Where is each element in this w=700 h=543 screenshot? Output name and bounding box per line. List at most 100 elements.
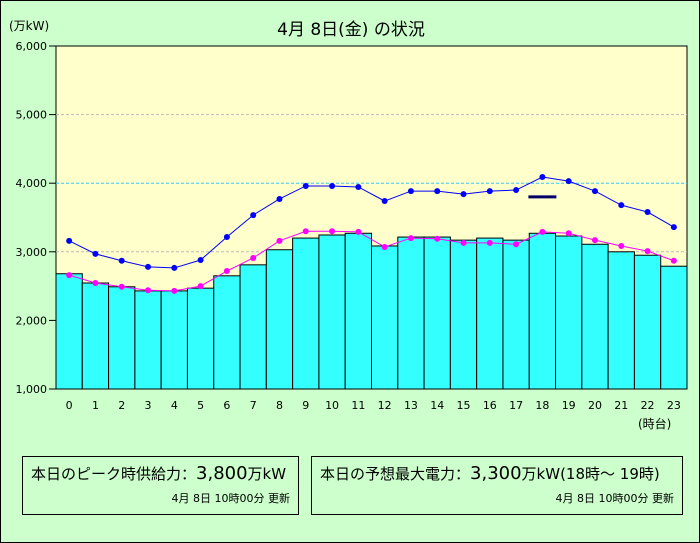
y-axis-unit: (万kW) — [9, 19, 50, 33]
y-tick-label: 3,000 — [16, 246, 48, 259]
x-tick-label: 15 — [457, 399, 471, 412]
bar — [344, 232, 373, 390]
data-point — [670, 224, 677, 231]
x-tick-label: 4 — [171, 399, 178, 412]
data-point — [145, 263, 152, 270]
forecast-demand-label: 本日の予想最大電力： — [320, 465, 471, 483]
x-tick-label: 5 — [197, 399, 204, 412]
data-point — [434, 235, 441, 242]
x-tick-label: 17 — [509, 399, 523, 412]
x-tick-label: 6 — [223, 399, 230, 412]
data-point — [302, 228, 309, 235]
x-tick-label: 2 — [118, 399, 125, 412]
data-point — [513, 241, 520, 248]
y-tick-label: 1,000 — [16, 383, 48, 396]
bar — [423, 236, 451, 390]
bar — [55, 273, 83, 390]
bar — [160, 290, 188, 390]
data-point — [355, 183, 362, 190]
x-tick-label: 21 — [614, 399, 628, 412]
x-tick-label: 3 — [145, 399, 152, 412]
data-point — [276, 237, 283, 244]
data-point — [276, 195, 283, 202]
x-tick-label: 22 — [641, 399, 655, 412]
y-tick-label: 4,000 — [16, 177, 48, 190]
data-point — [644, 248, 651, 255]
data-point — [250, 254, 257, 261]
bar — [528, 232, 557, 390]
data-point — [591, 237, 598, 244]
bar — [476, 237, 504, 390]
bar — [371, 245, 399, 390]
x-tick-label: 8 — [276, 399, 283, 412]
data-point — [329, 228, 336, 235]
x-tick-label: 23 — [667, 399, 681, 412]
forecast-demand-box: 本日の予想最大電力：3,300万kW(18時～ 19時) 4月 8日 10時00… — [311, 456, 683, 515]
bar — [660, 265, 688, 390]
x-axis-unit: (時台) — [638, 417, 672, 431]
x-tick-label: 11 — [351, 399, 365, 412]
bar — [502, 239, 530, 390]
data-point — [66, 237, 73, 244]
peak-supply-updated: 4月 8日 10時00分 更新 — [171, 492, 290, 505]
data-point — [486, 188, 493, 195]
bar — [449, 239, 478, 390]
x-tick-label: 12 — [378, 399, 392, 412]
data-point — [118, 257, 125, 264]
y-tick-label: 2,000 — [16, 314, 48, 327]
series-line — [69, 230, 675, 292]
data-point — [223, 268, 230, 275]
forecast-demand-unit: 万kW(18時～ 19時) — [521, 465, 660, 483]
x-tick-label: 10 — [325, 399, 339, 412]
data-point — [329, 182, 336, 189]
data-point — [460, 239, 467, 246]
chart-title: 4月 8日(金) の状況 — [277, 20, 425, 40]
bar — [318, 234, 346, 390]
data-point — [407, 188, 414, 195]
data-point — [565, 178, 572, 185]
data-point — [381, 198, 388, 205]
data-point — [145, 287, 152, 294]
data-point — [513, 187, 520, 194]
x-tick-label: 7 — [250, 399, 257, 412]
data-point — [618, 202, 625, 209]
x-tick-label: 16 — [483, 399, 497, 412]
y-tick-label: 6,000 — [16, 40, 48, 53]
bar — [81, 282, 110, 390]
peak-supply-box: 本日のピーク時供給力：3,800万kW 4月 8日 10時00分 更新 — [22, 456, 299, 515]
data-point — [118, 283, 125, 290]
data-point — [407, 235, 414, 242]
peak-supply-unit: 万kW — [247, 465, 287, 483]
data-point — [460, 191, 467, 198]
bar — [555, 235, 583, 390]
x-tick-label: 13 — [404, 399, 418, 412]
bar — [134, 290, 162, 390]
data-point — [197, 257, 204, 264]
x-tick-label: 20 — [588, 399, 602, 412]
data-point — [591, 188, 598, 195]
x-tick-label: 19 — [562, 399, 576, 412]
data-point — [66, 272, 73, 279]
bar — [213, 275, 241, 390]
data-point — [618, 242, 625, 249]
data-point — [434, 188, 441, 195]
data-point — [486, 239, 493, 246]
data-point — [171, 287, 178, 294]
forecast-demand-value: 3,300 — [470, 463, 522, 484]
data-point — [565, 230, 572, 237]
bar — [292, 237, 320, 390]
data-point — [92, 280, 99, 287]
data-point — [381, 243, 388, 250]
data-point — [92, 250, 99, 257]
data-point — [355, 228, 362, 235]
series-line — [68, 176, 675, 269]
x-tick-label: 1 — [92, 399, 99, 412]
forecast-demand-updated: 4月 8日 10時00分 更新 — [555, 492, 674, 505]
x-tick-label: 14 — [430, 399, 444, 412]
bar — [633, 254, 662, 390]
data-point — [644, 209, 651, 216]
data-point — [250, 212, 257, 219]
data-point — [302, 182, 309, 189]
data-point — [539, 228, 546, 235]
